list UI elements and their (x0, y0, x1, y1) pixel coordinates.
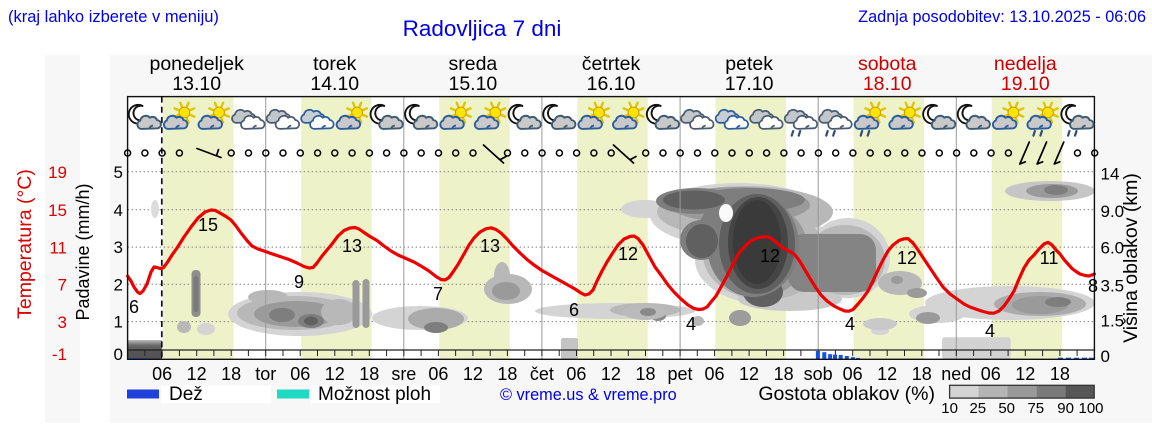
svg-text:18: 18 (1050, 364, 1070, 384)
svg-text:(kraj lahko izberete v meniju): (kraj lahko izberete v meniju) (8, 8, 219, 26)
svg-text:25: 25 (969, 400, 986, 417)
svg-text:15: 15 (48, 201, 67, 220)
svg-text:06: 06 (843, 364, 863, 384)
svg-text:9.0: 9.0 (1101, 202, 1125, 221)
svg-text:12: 12 (463, 364, 483, 384)
svg-text:Možnost ploh: Možnost ploh (318, 384, 431, 405)
svg-text:06: 06 (981, 364, 1001, 384)
svg-text:13: 13 (480, 236, 500, 256)
svg-text:12: 12 (618, 244, 638, 264)
svg-text:četrtek: četrtek (582, 53, 641, 75)
svg-text:5: 5 (114, 163, 123, 182)
svg-text:15.10: 15.10 (448, 73, 497, 95)
svg-text:6: 6 (569, 300, 579, 320)
svg-text:tor: tor (255, 364, 276, 384)
svg-text:9: 9 (294, 272, 304, 292)
svg-text:1: 1 (114, 313, 123, 332)
svg-text:13: 13 (342, 236, 362, 256)
svg-text:7: 7 (433, 284, 443, 304)
svg-text:sreda: sreda (448, 53, 497, 75)
svg-text:12: 12 (760, 246, 780, 266)
svg-text:6.0: 6.0 (1101, 239, 1125, 258)
svg-text:18.10: 18.10 (863, 73, 912, 95)
svg-text:50: 50 (998, 400, 1015, 417)
svg-text:13.10: 13.10 (172, 73, 221, 95)
svg-text:ned: ned (941, 364, 971, 384)
svg-text:3: 3 (114, 238, 123, 257)
svg-text:16.10: 16.10 (587, 73, 636, 95)
svg-text:sobota: sobota (858, 53, 917, 75)
svg-text:19: 19 (48, 163, 67, 182)
svg-text:sob: sob (804, 364, 833, 384)
svg-text:18: 18 (912, 364, 932, 384)
svg-text:18: 18 (497, 364, 517, 384)
svg-text:4: 4 (114, 201, 123, 220)
svg-text:06: 06 (290, 364, 310, 384)
svg-text:0: 0 (1101, 347, 1110, 366)
svg-text:sre: sre (391, 364, 416, 384)
svg-text:06: 06 (705, 364, 725, 384)
svg-text:torek: torek (313, 53, 357, 75)
svg-text:nedelja: nedelja (994, 53, 1057, 75)
svg-text:12: 12 (325, 364, 345, 384)
svg-text:Dež: Dež (169, 384, 203, 405)
svg-text:Gostota oblakov (%): Gostota oblakov (%) (758, 383, 935, 405)
svg-text:7: 7 (58, 275, 67, 294)
svg-text:3: 3 (58, 313, 67, 332)
svg-text:Zadnja posodobitev: 13.10.2025: Zadnja posodobitev: 13.10.2025 - 06:06 (858, 8, 1146, 26)
svg-text:3.5: 3.5 (1101, 276, 1125, 295)
svg-text:18: 18 (359, 364, 379, 384)
svg-text:12: 12 (897, 248, 917, 268)
svg-text:15: 15 (198, 215, 218, 235)
svg-text:-1: -1 (52, 345, 67, 364)
svg-text:0: 0 (114, 345, 123, 364)
svg-text:12: 12 (739, 364, 759, 384)
svg-text:12: 12 (1015, 364, 1035, 384)
svg-text:2: 2 (114, 275, 123, 294)
svg-text:10: 10 (941, 400, 958, 417)
svg-text:4: 4 (686, 314, 696, 334)
svg-text:90: 90 (1057, 400, 1074, 417)
svg-text:pet: pet (668, 364, 693, 384)
svg-text:18: 18 (774, 364, 794, 384)
svg-text:17.10: 17.10 (725, 73, 774, 95)
svg-text:11: 11 (1040, 248, 1059, 268)
svg-text:19.10: 19.10 (1001, 73, 1050, 95)
svg-text:12: 12 (187, 364, 207, 384)
svg-text:Radovljica 7 dni: Radovljica 7 dni (403, 16, 562, 41)
svg-text:06: 06 (152, 364, 172, 384)
svg-text:čet: čet (530, 364, 554, 384)
svg-text:14: 14 (1101, 165, 1120, 184)
svg-text:petek: petek (725, 53, 773, 75)
svg-text:18: 18 (636, 364, 656, 384)
svg-text:1.5: 1.5 (1101, 311, 1125, 330)
svg-text:06: 06 (428, 364, 448, 384)
svg-text:11: 11 (49, 238, 67, 257)
svg-text:6: 6 (129, 297, 139, 317)
svg-text:Padavine (mm/h): Padavine (mm/h) (73, 183, 93, 320)
svg-text:75: 75 (1027, 400, 1044, 417)
svg-text:100: 100 (1078, 400, 1103, 417)
svg-text:12: 12 (877, 364, 897, 384)
svg-text:Temperatura (°C): Temperatura (°C) (14, 169, 36, 319)
svg-text:06: 06 (566, 364, 586, 384)
svg-text:4: 4 (845, 314, 855, 334)
svg-text:8: 8 (1088, 276, 1098, 296)
svg-text:Višina oblakov (km): Višina oblakov (km) (1120, 173, 1142, 343)
svg-text:12: 12 (601, 364, 621, 384)
svg-text:18: 18 (221, 364, 241, 384)
svg-text:4: 4 (985, 321, 995, 341)
svg-text:ponedeljek: ponedeljek (149, 53, 244, 75)
svg-text:14.10: 14.10 (310, 73, 359, 95)
svg-text:© vreme.us & vreme.pro: © vreme.us & vreme.pro (500, 386, 677, 404)
